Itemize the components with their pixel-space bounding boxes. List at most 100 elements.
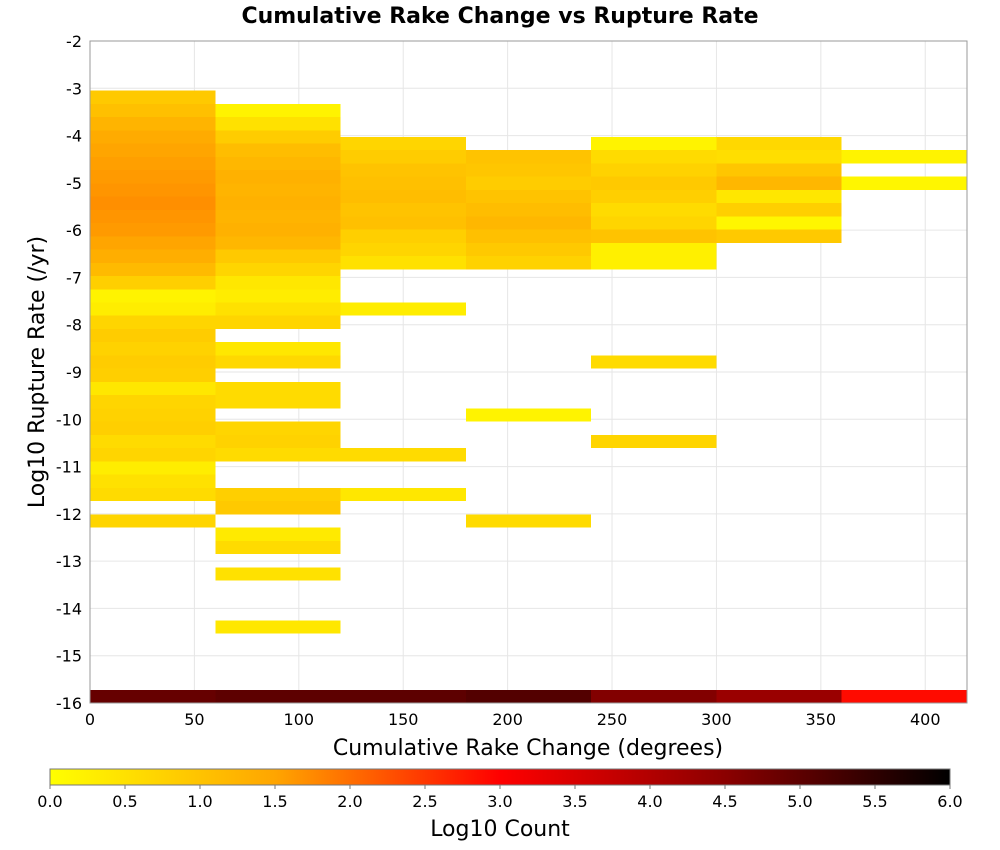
heatmap-cell bbox=[591, 229, 717, 243]
heatmap-cell bbox=[465, 408, 592, 422]
heatmap-cell bbox=[716, 163, 842, 177]
heatmap-cell bbox=[841, 150, 967, 164]
heatmap-cell bbox=[215, 527, 341, 541]
heatmap-cell bbox=[591, 163, 717, 177]
colorbar-tick-label: 4.0 bbox=[637, 792, 662, 811]
y-tick-label: -16 bbox=[56, 694, 82, 713]
heatmap-cell bbox=[591, 176, 717, 190]
heatmap-cell bbox=[591, 434, 717, 449]
heatmap-cell bbox=[215, 249, 341, 263]
heatmap-cell bbox=[340, 256, 466, 270]
heatmap-cell bbox=[215, 448, 341, 462]
heatmap-cell bbox=[591, 256, 717, 270]
colorbar-tick-label: 2.5 bbox=[412, 792, 437, 811]
heatmap-cell bbox=[90, 196, 216, 210]
heatmap-cell bbox=[90, 461, 216, 475]
heatmap-cell bbox=[215, 209, 341, 224]
heatmap-cell bbox=[215, 381, 341, 396]
heatmap-cell bbox=[340, 448, 466, 462]
heatmap-cell bbox=[465, 203, 592, 217]
heatmap-cell bbox=[716, 150, 842, 164]
heatmap-cell bbox=[340, 302, 466, 316]
heatmap-cell bbox=[215, 117, 341, 131]
colorbar-tick-label: 3.0 bbox=[487, 792, 512, 811]
heatmap-cell bbox=[215, 170, 341, 184]
colorbar-tick-label: 1.5 bbox=[262, 792, 287, 811]
heatmap-cell bbox=[90, 117, 216, 131]
y-tick-label: -9 bbox=[66, 363, 82, 382]
heatmap-cell bbox=[215, 236, 341, 250]
heatmap-cell bbox=[90, 289, 216, 303]
heatmap-cell bbox=[215, 620, 341, 634]
heatmap-cell bbox=[90, 368, 216, 382]
heatmap-cell bbox=[90, 514, 216, 528]
x-tick-label: 50 bbox=[184, 710, 204, 729]
heatmap-cell bbox=[465, 229, 592, 243]
heatmap-cell bbox=[90, 130, 216, 144]
heatmap-cell bbox=[340, 163, 466, 177]
x-axis-label: Cumulative Rake Change (degrees) bbox=[333, 736, 723, 761]
heatmap-cell bbox=[340, 189, 466, 204]
heatmap-cell bbox=[340, 689, 466, 703]
heatmap-cell bbox=[90, 209, 216, 224]
heatmap-cell bbox=[340, 150, 466, 164]
heatmap-cell bbox=[591, 150, 717, 164]
heatmap-cell bbox=[591, 242, 717, 257]
heatmap-cell bbox=[465, 514, 592, 528]
heatmap-cell bbox=[215, 302, 341, 316]
heatmap-cell bbox=[90, 408, 216, 422]
colorbar-tick-label: 0.0 bbox=[37, 792, 62, 811]
heatmap-cells bbox=[90, 90, 967, 703]
heatmap-cell bbox=[215, 276, 341, 290]
heatmap-cell bbox=[90, 434, 216, 449]
heatmap-cell bbox=[215, 196, 341, 210]
y-tick-label: -5 bbox=[66, 174, 82, 193]
heatmap-cell bbox=[90, 90, 216, 104]
heatmap-cell bbox=[90, 223, 216, 237]
heatmap-cell bbox=[340, 242, 466, 257]
heatmap-cell bbox=[465, 176, 592, 190]
heatmap-cell bbox=[340, 487, 466, 502]
heatmap-cell bbox=[90, 143, 216, 157]
colorbar-tick-label: 0.5 bbox=[112, 792, 137, 811]
y-tick-label: -3 bbox=[66, 79, 82, 98]
heatmap-cell bbox=[591, 136, 717, 151]
heatmap-cell bbox=[591, 189, 717, 204]
heatmap-cell bbox=[90, 689, 216, 703]
heatmap-cell bbox=[215, 355, 341, 369]
y-tick-label: -11 bbox=[56, 458, 82, 477]
colorbar-tick-label: 6.0 bbox=[937, 792, 962, 811]
heatmap-cell bbox=[215, 183, 341, 197]
heatmap-cell bbox=[90, 236, 216, 250]
colorbar-tick-label: 1.0 bbox=[187, 792, 212, 811]
heatmap-cell bbox=[591, 203, 717, 217]
heatmap-cell bbox=[90, 156, 216, 171]
heatmap-cell bbox=[716, 189, 842, 204]
y-tick-label: -10 bbox=[56, 410, 82, 429]
heatmap-cell bbox=[90, 342, 216, 356]
colorbar bbox=[49, 768, 951, 786]
x-tick-label: 300 bbox=[701, 710, 732, 729]
heatmap-cell bbox=[716, 216, 842, 230]
heatmap-cell bbox=[90, 381, 216, 396]
heatmap-cell bbox=[90, 103, 216, 118]
heatmap-cell bbox=[90, 487, 216, 502]
heatmap-cell bbox=[90, 170, 216, 184]
colorbar-tick-label: 5.5 bbox=[862, 792, 887, 811]
x-axis-ticks: 0 50 100 150 200 250 300 350 400 bbox=[85, 710, 941, 729]
heatmap-cell bbox=[215, 130, 341, 144]
y-tick-label: -12 bbox=[56, 505, 82, 524]
y-tick-label: -6 bbox=[66, 221, 82, 240]
heatmap-cell bbox=[215, 223, 341, 237]
heatmap-cell bbox=[591, 216, 717, 230]
x-tick-label: 100 bbox=[284, 710, 315, 729]
heatmap-cell bbox=[90, 262, 216, 277]
colorbar-tick-label: 5.0 bbox=[787, 792, 812, 811]
heatmap-cell bbox=[716, 136, 842, 151]
heatmap-cell bbox=[90, 249, 216, 263]
heatmap-cell bbox=[340, 216, 466, 230]
heatmap-cell bbox=[215, 156, 341, 171]
heatmap-cell bbox=[465, 150, 592, 164]
heatmap-cell bbox=[591, 689, 717, 703]
